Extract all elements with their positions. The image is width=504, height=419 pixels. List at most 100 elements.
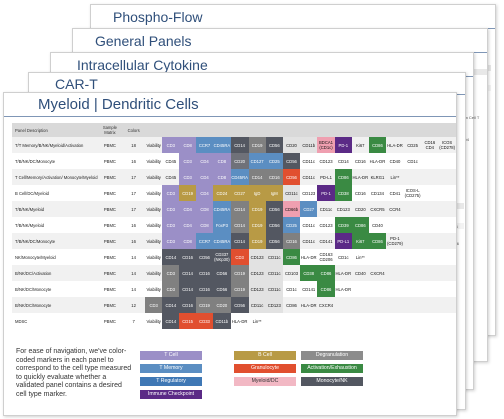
marker-cell: CD19 [248, 233, 266, 249]
marker-cell: CD16 [196, 281, 213, 297]
marker-cell [438, 249, 456, 265]
marker-cell: CD56 [265, 137, 283, 153]
marker-cell: CD56 [265, 217, 283, 233]
marker-cell [421, 313, 439, 329]
panel-description-cell: T/T Memory/B/NK/Myeloid/Activation [12, 137, 98, 153]
marker-cell: HLA-DR [334, 281, 352, 297]
marker-cell: CD134 [368, 185, 387, 201]
marker-cell: CD19 [248, 201, 266, 217]
marker-cell: CD3 [162, 281, 180, 297]
marker-cell: CD11c [317, 201, 335, 217]
marker-cell: CD103 [282, 265, 301, 281]
marker-cell [421, 185, 439, 201]
marker-cell: CD11c [300, 153, 318, 169]
panel-description-cell: B/NK/DC/Monocyte [12, 297, 98, 313]
marker-cell: CD86 [282, 249, 301, 265]
marker-cell: CD3 [162, 137, 180, 153]
marker-cell: Lin** [386, 169, 404, 185]
marker-cell: CD8 [179, 233, 197, 249]
marker-cell: CD33 [196, 313, 213, 329]
colors-count-cell: 12 [122, 297, 145, 313]
marker-cell: Viability [145, 265, 163, 281]
marker-cell: CD141 [317, 233, 335, 249]
marker-cell: CD15 [179, 313, 197, 329]
marker-cell [403, 201, 422, 217]
marker-cell: CD86 [282, 297, 301, 313]
marker-cell: CD16 CD4 [421, 137, 439, 153]
marker-cell [386, 297, 404, 313]
marker-cell [438, 169, 456, 185]
marker-cell: CD14 [230, 201, 249, 217]
marker-cell: CD163 CD206 [317, 249, 335, 265]
marker-cell: CD3 [145, 297, 163, 313]
marker-cell [421, 297, 439, 313]
table-row: T/B/NK/Myeloid PBMC 17 Viability CD3 CD4 CD8 CD… [12, 201, 456, 217]
marker-cell: Viability [145, 201, 163, 217]
marker-cell: HLA-DR [334, 265, 352, 281]
marker-cell: CD127 [248, 153, 266, 169]
table-row: B/NK/DC/Activation PBMC 14 Viability CD3 CD14… [12, 265, 456, 281]
marker-cell [421, 249, 439, 265]
marker-cell [368, 281, 387, 297]
marker-cell [386, 281, 404, 297]
marker-cell [300, 313, 318, 329]
marker-cell: CD16 [351, 185, 369, 201]
header-colors: Colors [122, 123, 145, 137]
marker-cell: CD4 [196, 185, 213, 201]
marker-cell: CD14 [162, 297, 180, 313]
marker-cell [265, 313, 283, 329]
marker-cell: PD-L1 [334, 233, 352, 249]
panel-table-body: T/T Memory/B/NK/Myeloid/Activation PBMC 18… [12, 137, 456, 329]
marker-cell: HLA-DR [386, 137, 404, 153]
marker-cell [438, 153, 456, 169]
table-row: T/T Memory/B/NK/Myeloid/Activation PBMC 18… [12, 137, 456, 153]
marker-cell: CD56 [213, 281, 231, 297]
marker-cell: HLA-DR [300, 297, 318, 313]
marker-cell: CD3 [162, 201, 180, 217]
legend-item: Granulocyte [234, 364, 296, 373]
marker-cell: CD3 [162, 265, 180, 281]
marker-cell: CD86 [317, 265, 335, 281]
sample-matrix-cell: PBMC [97, 233, 123, 249]
marker-cell: CD86 [334, 169, 352, 185]
marker-cell: CD56 [265, 201, 283, 217]
table-row: B/NK/DC/Monocyte PBMC 14 Viability CD3 CD14 CD… [12, 281, 456, 297]
marker-cell: CD20 [213, 297, 231, 313]
marker-cell: CD20 [282, 137, 301, 153]
sheet-title-car-t: CAR-T [55, 76, 98, 92]
marker-cell [386, 313, 404, 329]
marker-cell: CD66b [282, 201, 301, 217]
marker-cell: CD56 [196, 249, 213, 265]
table-row: T/B/NK/Myeloid PBMC 16 Viability CD3 CD4 CD8 Fo… [12, 217, 456, 233]
marker-cell: CD20 [351, 201, 369, 217]
marker-cell: CD11c [300, 217, 318, 233]
legend-item: Activation/Exhaustion [301, 364, 363, 373]
sample-matrix-cell: PBMC [97, 137, 123, 153]
marker-cell: CD141 [300, 281, 318, 297]
marker-cell: CD16 [351, 153, 369, 169]
marker-cell [403, 233, 422, 249]
marker-cell: CD16 [179, 249, 197, 265]
marker-cell [386, 265, 404, 281]
panel-description-cell: T Cell/Memory/Activation/ Monocyte/Myelo… [12, 169, 98, 185]
panel-description-cell: NK/Monocyte/Myeloid [12, 249, 98, 265]
marker-cell [438, 313, 456, 329]
marker-cell: HLA-DR [230, 313, 249, 329]
table-row: MDSC PBMC 7 Viability CD14 CD15 CD33 CD11b HLA-D… [12, 313, 456, 329]
marker-cell: CD8 [196, 201, 213, 217]
colors-count-cell: 7 [122, 313, 145, 329]
marker-cell: CD45 [162, 169, 180, 185]
marker-cell: CD3 [179, 153, 197, 169]
marker-cell: CD14 [162, 313, 180, 329]
marker-cell: CD40 [386, 153, 404, 169]
table-row: B Cell/DC/Myeloid PBMC 17 Viability CD3 CD19 C… [12, 185, 456, 201]
marker-cell: HLA-DR [368, 153, 387, 169]
sample-matrix-cell: PBMC [97, 185, 123, 201]
legend-item: Monocyte/NK [301, 377, 363, 386]
marker-cell [403, 281, 422, 297]
marker-cell [403, 217, 422, 233]
marker-cell [421, 201, 439, 217]
marker-cell [421, 169, 439, 185]
marker-cell: PD-1 [334, 137, 352, 153]
marker-cell: CD4 [179, 217, 197, 233]
